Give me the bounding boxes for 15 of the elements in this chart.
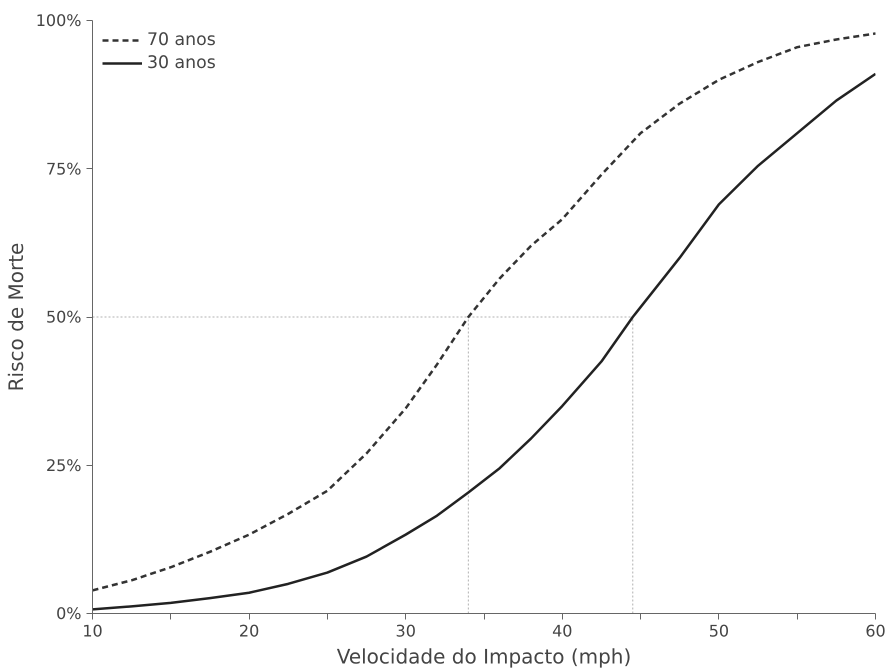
y-tick-label: 75% — [46, 159, 82, 178]
x-tick-label: 20 — [238, 622, 260, 640]
y-tick-label: 25% — [46, 456, 82, 475]
y-tick-label: 100% — [36, 11, 82, 30]
x-tick-label: 50 — [708, 622, 730, 640]
x-axis-title: Velocidade do Impacto (mph) — [336, 644, 632, 668]
x-tick-label: 30 — [396, 622, 416, 640]
y-tick-label: 50% — [46, 308, 82, 326]
x-tick-label: 10 — [82, 622, 103, 640]
y-axis-title: Risco de Morte — [4, 242, 28, 392]
y-tick-label: 0% — [56, 604, 82, 623]
legend-label: 30 anos — [147, 53, 216, 73]
x-tick-label: 40 — [552, 622, 572, 640]
x-tick-label: 60 — [865, 622, 886, 640]
legend-label: 70 anos — [147, 30, 216, 50]
